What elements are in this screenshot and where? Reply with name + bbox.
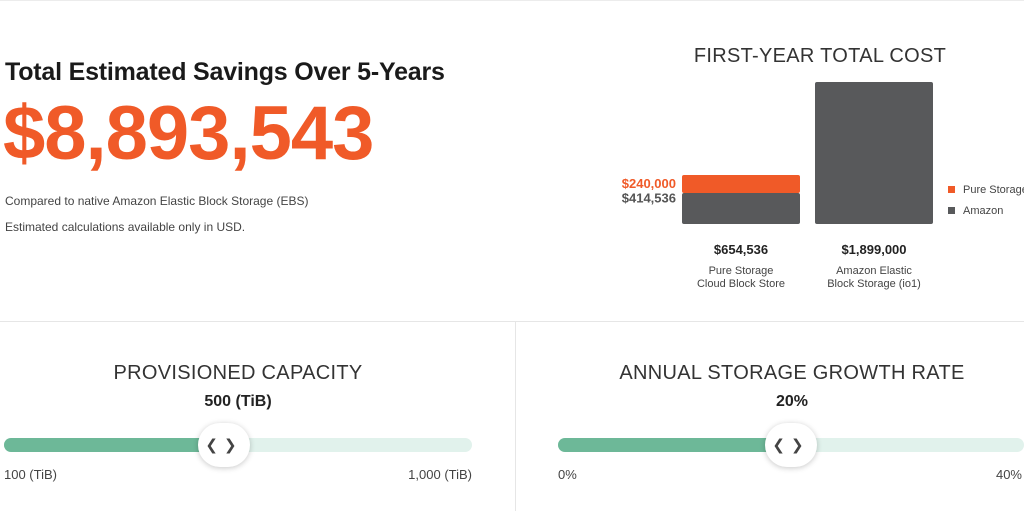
segment-label-amazon: $414,536 — [622, 191, 676, 206]
left-right-chevrons-icon: ❮❯ — [205, 437, 243, 454]
growth-min-label: 0% — [558, 467, 577, 482]
capacity-value: 500 (TiB) — [204, 393, 272, 410]
capacity-slider-fill — [4, 438, 224, 452]
savings-title: Total Estimated Savings Over 5-Years — [5, 58, 445, 86]
growth-title: ANNUAL STORAGE GROWTH RATE — [619, 362, 965, 384]
left-right-chevrons-icon: ❮❯ — [772, 437, 810, 454]
bar-total-label-1: $1,899,000 — [841, 242, 906, 257]
legend-item-pure-storage: Pure Storage — [948, 184, 1024, 196]
capacity-max-label: 1,000 (TiB) — [408, 467, 472, 482]
top-divider — [0, 0, 1024, 1]
comparison-note: Compared to native Amazon Elastic Block … — [5, 194, 309, 208]
legend-label-amazon: Amazon — [963, 205, 1004, 217]
growth-slider-fill — [558, 438, 791, 452]
savings-amount: $8,893,543 — [3, 91, 374, 176]
category-label-0-1: Cloud Block Store — [697, 278, 785, 290]
bar-amazon-0 — [682, 193, 800, 224]
bar-amazon-1 — [815, 82, 933, 224]
section-divider — [0, 321, 1024, 322]
panel-divider — [515, 321, 516, 511]
category-label-1-1: Block Storage (io1) — [827, 278, 921, 290]
growth-slider-handle[interactable]: ❮❯ — [765, 423, 817, 467]
segment-label-pure-storage: $240,000 — [622, 176, 676, 191]
capacity-min-label: 100 (TiB) — [4, 467, 57, 482]
category-label-0-0: Pure Storage — [709, 265, 774, 277]
chart-title: FIRST-YEAR TOTAL COST — [693, 45, 947, 67]
bar-pure-storage-0 — [682, 175, 800, 194]
bar-total-label-0: $654,536 — [714, 242, 768, 257]
legend-swatch-pure-storage — [948, 186, 955, 193]
currency-note: Estimated calculations available only in… — [5, 220, 246, 234]
category-label-1-0: Amazon Elastic — [836, 265, 912, 277]
growth-max-label: 40% — [995, 467, 1022, 482]
legend-item-amazon: Amazon — [948, 205, 1003, 217]
legend-label-pure-storage: Pure Storage — [963, 184, 1024, 196]
capacity-slider-handle[interactable]: ❮❯ — [197, 423, 250, 467]
growth-value: 20% — [775, 393, 809, 410]
capacity-title: PROVISIONED CAPACITY — [113, 362, 363, 384]
legend-swatch-amazon — [948, 207, 955, 214]
